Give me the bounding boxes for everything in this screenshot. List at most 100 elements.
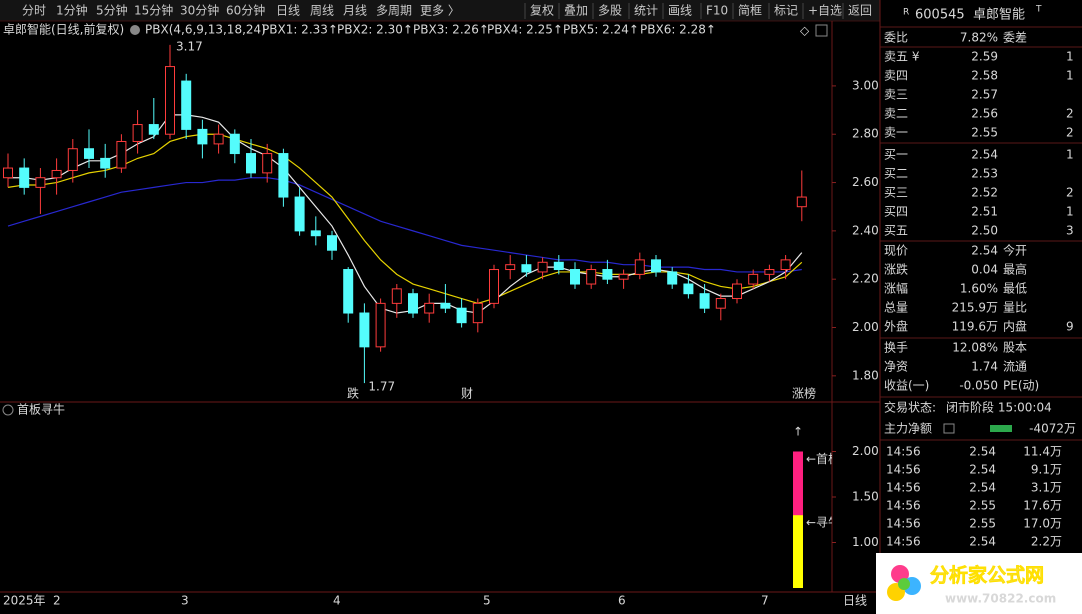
y-tick-label: 2.20 <box>852 272 879 286</box>
toolbar-button[interactable]: 叠加 <box>564 4 588 18</box>
period-tab[interactable]: 分时 <box>22 4 46 18</box>
book-price: 2.55 <box>971 126 998 140</box>
bar-label: ←首板 <box>806 452 840 466</box>
candle-body <box>456 307 467 324</box>
trade-time: 14:56 <box>886 481 921 495</box>
legend-item: PBX4: 2.25↑ <box>487 23 563 37</box>
book-price: 2.52 <box>971 186 998 200</box>
x-tick-label: 4 <box>333 594 341 608</box>
candle-body <box>472 302 483 324</box>
stat-label: 涨跌 <box>884 262 908 277</box>
candle-body <box>375 302 386 348</box>
row-value: 7.82% <box>960 31 998 45</box>
book-volume: 2 <box>1066 107 1074 121</box>
candle-body <box>148 124 159 135</box>
event-marker: 涨榜 <box>792 386 816 401</box>
indicator-name: PBX(4,6,9,13,18,24) <box>145 23 266 37</box>
period-tab[interactable]: 5分钟 <box>96 3 128 18</box>
x-tick-label: 2025年 <box>3 594 46 608</box>
trade-volume: 17.6万 <box>1023 499 1062 513</box>
candle-body <box>667 271 678 285</box>
toolbar-button[interactable]: 标记 <box>774 4 798 18</box>
candle-body <box>602 269 613 280</box>
period-tab[interactable]: 日线 <box>276 4 300 18</box>
candle-body <box>165 66 175 135</box>
period-tab[interactable]: 周线 <box>310 4 334 18</box>
period-tab[interactable]: 1分钟 <box>56 3 88 18</box>
y-tick-label: 1.00 <box>852 535 879 549</box>
period-tab[interactable]: 60分钟 <box>226 3 265 18</box>
toolbar-button[interactable]: 返回 <box>848 4 872 18</box>
book-label: 买一 <box>884 148 908 162</box>
toolbar-button[interactable]: 统计 <box>634 4 658 18</box>
y-tick-label: 2.60 <box>852 175 879 189</box>
sub-chart: ←首板 ←寻牛 <box>793 451 840 588</box>
period-tab[interactable]: 更多 〉 <box>420 4 460 18</box>
indicator-icon[interactable] <box>130 25 140 35</box>
candle-body <box>683 283 694 295</box>
high-label: 3.17 <box>176 39 203 53</box>
candle-body <box>618 273 629 280</box>
stat-label: 内盘 <box>1003 319 1027 334</box>
trade-time: 14:56 <box>886 499 921 513</box>
period-tab[interactable]: 30分钟 <box>180 3 219 18</box>
candle-body <box>553 261 564 271</box>
period-label[interactable]: 日线 <box>843 594 867 608</box>
candle-body <box>570 269 580 285</box>
toolbar-button[interactable]: 多股 <box>598 4 622 18</box>
flow-label: 主力净额 <box>884 422 932 436</box>
chart-title: 卓郎智能(日线,前复权) <box>3 22 124 37</box>
toolbar-button[interactable]: 画线 <box>668 4 692 18</box>
candle-body <box>246 153 256 174</box>
stock-name: 卓郎智能 <box>973 8 1025 23</box>
candle-body <box>84 148 94 159</box>
book-label: 卖二 <box>884 107 908 121</box>
candle-body <box>521 264 532 273</box>
stat-value: 119.6万 <box>952 320 998 334</box>
y-tick-label: 2.40 <box>852 223 879 237</box>
candle-body <box>699 293 710 309</box>
stat-label: 收益(一) <box>884 379 929 393</box>
x-tick-label: 3 <box>181 594 189 608</box>
candle-body <box>3 167 13 179</box>
trade-time: 14:56 <box>886 517 921 531</box>
trade-price: 2.55 <box>969 517 996 531</box>
stat-value: 9 <box>1066 320 1074 334</box>
candle-body <box>116 140 127 169</box>
stat-value: 12.08% <box>952 341 998 355</box>
icon-close[interactable] <box>815 24 828 37</box>
trade-volume: 9.1万 <box>1031 463 1062 477</box>
toolbar-button[interactable]: 复权 <box>530 4 554 18</box>
moving-average <box>7 177 802 273</box>
stat-label: 涨幅 <box>884 281 908 296</box>
book-volume: 1 <box>1066 69 1074 83</box>
period-tab[interactable]: 15分钟 <box>134 3 173 18</box>
sub-icon[interactable] <box>2 404 14 416</box>
toolbar-button[interactable]: F10 <box>706 4 728 18</box>
status-value: 闭市阶段 15:00:04 <box>946 400 1052 415</box>
period-tab[interactable]: 月线 <box>343 4 367 18</box>
stat-label: 净资 <box>884 360 908 374</box>
candle-body <box>359 312 370 348</box>
stat-label: 流通 <box>1003 360 1027 374</box>
candle-body <box>440 302 451 309</box>
trade-volume: 2.2万 <box>1031 535 1062 549</box>
book-volume: 2 <box>1066 186 1074 200</box>
watermark: 分析家公式网 www.70822.com <box>876 553 1082 614</box>
toolbar-button[interactable]: +自选 <box>808 4 842 18</box>
trade-price: 2.54 <box>969 463 996 477</box>
watermark-url: www.70822.com <box>945 592 1056 606</box>
book-label: 买四 <box>884 205 908 219</box>
stat-label: 今开 <box>1003 243 1027 258</box>
flow-icon <box>943 423 955 434</box>
logo-center <box>898 578 910 590</box>
period-tab[interactable]: 多周期 <box>376 4 412 18</box>
toolbar-button[interactable]: 简框 <box>738 4 762 18</box>
low-label: 1.77 <box>368 380 395 394</box>
trade-time: 14:56 <box>886 463 921 477</box>
icon-diamond[interactable]: ◇ <box>800 24 810 38</box>
candle-body <box>505 264 516 271</box>
